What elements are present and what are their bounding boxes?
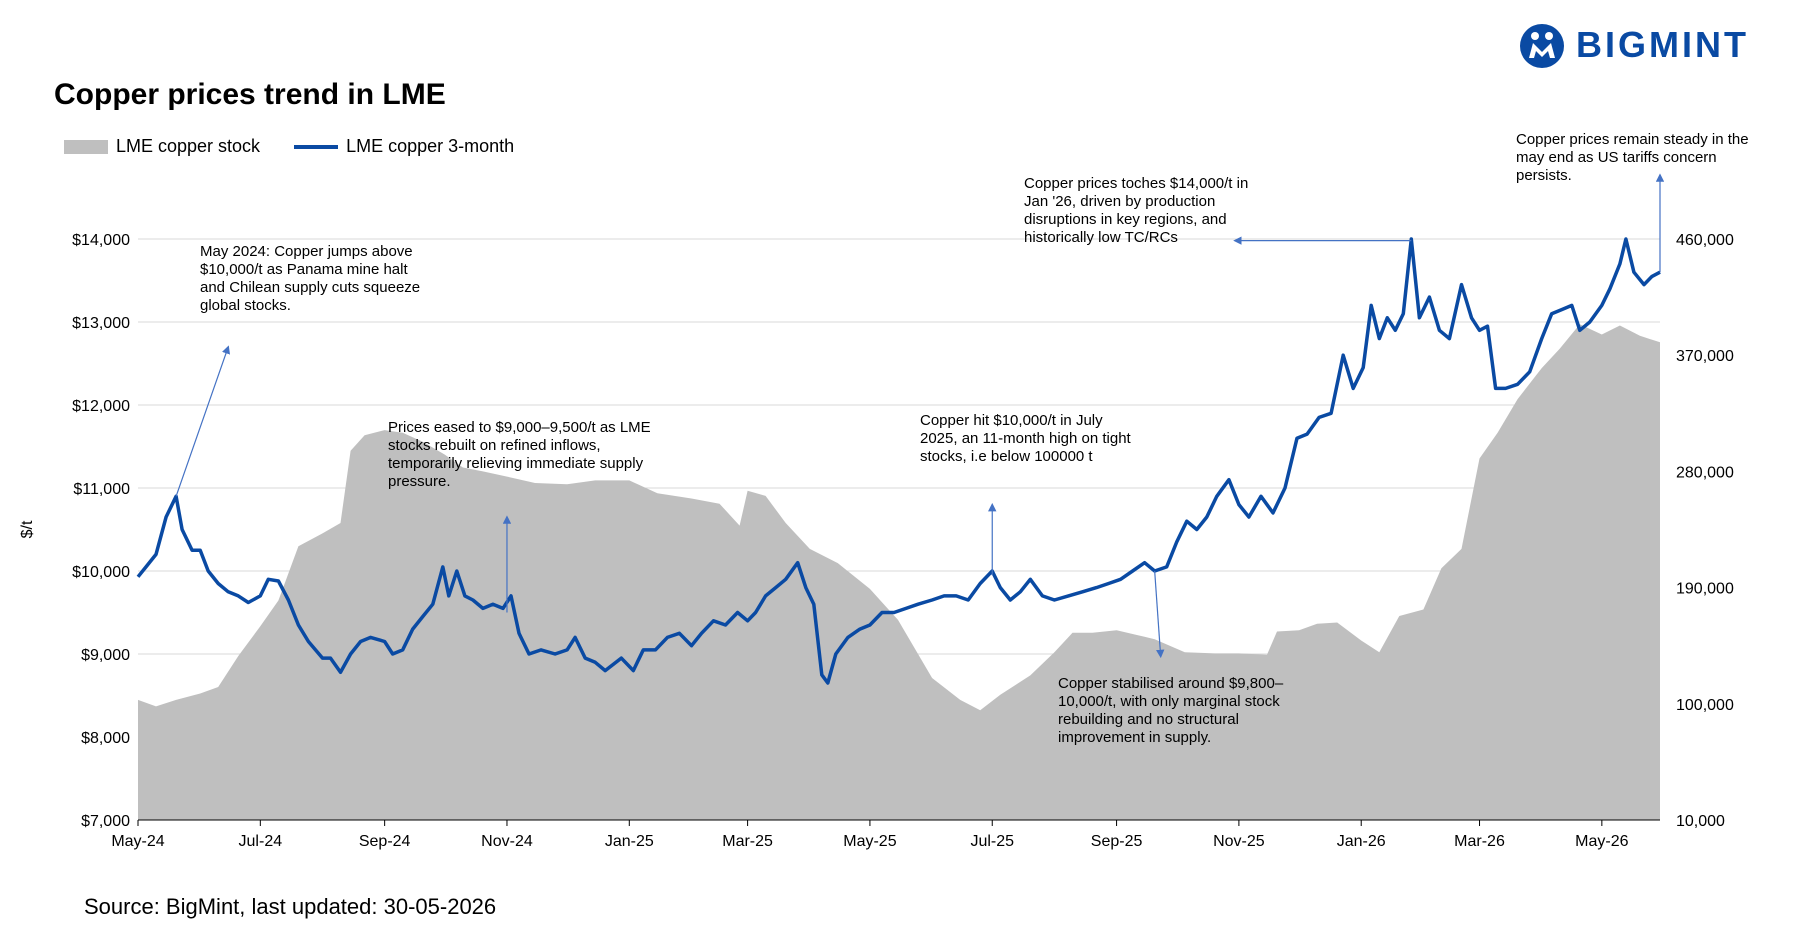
annotation-line: 2025, an 11-month high on tight bbox=[920, 430, 1132, 447]
y-right-tick-label: 190,000 bbox=[1676, 581, 1734, 598]
y-left-tick-label: $13,000 bbox=[72, 315, 130, 332]
annotation-line: stocks, i.e below 100000 t bbox=[920, 448, 1093, 465]
annotation-line: $10,000/t as Panama mine halt bbox=[200, 261, 408, 278]
x-tick-label: Jul-25 bbox=[970, 833, 1014, 850]
x-tick-label: May-25 bbox=[843, 833, 896, 850]
annotation-line: Copper stabilised around $9,800– bbox=[1058, 675, 1284, 692]
annotation-line: Prices eased to $9,000–9,500/t as LME bbox=[388, 419, 651, 436]
y-right-tick-label: 100,000 bbox=[1676, 697, 1734, 714]
x-tick-label: Mar-26 bbox=[1454, 833, 1505, 850]
y-right-tick-label: 280,000 bbox=[1676, 464, 1734, 481]
legend-swatch-area bbox=[64, 139, 108, 154]
annotation-line: and Chilean supply cuts squeeze bbox=[200, 279, 420, 296]
annotation-text: Copper stabilised around $9,800– 10,000/t… bbox=[1058, 675, 1284, 746]
chart-legend: LME copper stock LME copper 3-month bbox=[64, 136, 548, 157]
legend-label-stock: LME copper stock bbox=[116, 136, 261, 156]
annotation-line: May 2024: Copper jumps above bbox=[200, 243, 413, 260]
x-tick-label: May-24 bbox=[111, 833, 164, 850]
annotation-text: Copper prices remain steady in the may en… bbox=[1516, 131, 1749, 184]
y-left-tick-label: $10,000 bbox=[72, 564, 130, 581]
x-tick-label: Mar-25 bbox=[722, 833, 773, 850]
annotation-line: 10,000/t, with only marginal stock bbox=[1058, 693, 1280, 710]
legend-item-stock: LME copper stock bbox=[64, 136, 260, 157]
x-tick-label: Nov-24 bbox=[481, 833, 533, 850]
legend-swatch-line bbox=[294, 144, 339, 149]
y-left-tick-label: $8,000 bbox=[81, 730, 130, 747]
y-right-tick-label: 370,000 bbox=[1676, 348, 1734, 365]
annotation-line: Copper prices remain steady in the bbox=[1516, 131, 1749, 148]
annotation-line: rebuilding and no structural bbox=[1058, 711, 1239, 728]
y-left-tick-label: $11,000 bbox=[73, 481, 130, 498]
x-tick-label: Nov-25 bbox=[1213, 833, 1265, 850]
annotation-line: persists. bbox=[1516, 167, 1572, 184]
x-tick-label: Jul-24 bbox=[239, 833, 283, 850]
y-axis-label: $/t bbox=[19, 520, 36, 538]
y-left-tick-label: $7,000 bbox=[81, 813, 130, 830]
x-tick-label: Sep-25 bbox=[1091, 833, 1143, 850]
y-left-tick-label: $14,000 bbox=[72, 232, 130, 249]
chart-title: Copper prices trend in LME bbox=[54, 78, 446, 111]
annotation-line: may end as US tariffs concern bbox=[1516, 149, 1717, 166]
y-left-tick-label: $9,000 bbox=[81, 647, 130, 664]
x-tick-label: Sep-24 bbox=[359, 833, 411, 850]
source-note: Source: BigMint, last updated: 30-05-202… bbox=[84, 894, 497, 919]
annotation-line: Jan '26, driven by production bbox=[1024, 193, 1215, 210]
price-line-series bbox=[136, 237, 1661, 685]
annotation-line: stocks rebuilt on refined inflows, bbox=[388, 437, 601, 454]
stock-area-series bbox=[138, 324, 1660, 820]
bigmint-logo-icon bbox=[1520, 24, 1564, 68]
y-left-tick-label: $12,000 bbox=[72, 398, 130, 415]
brand-name: BIGMINT bbox=[1576, 24, 1749, 65]
annotation-line: pressure. bbox=[388, 473, 451, 490]
annotation-line: Copper prices toches $14,000/t in bbox=[1024, 175, 1248, 192]
annotation-text: Prices eased to $9,000–9,500/t as LME sto… bbox=[388, 419, 651, 490]
annotation-text: May 2024: Copper jumps above $10,000/t as… bbox=[200, 243, 420, 314]
annotation-arrow bbox=[1154, 570, 1165, 659]
annotation-text: Copper prices toches $14,000/t in Jan '26… bbox=[1024, 175, 1248, 246]
annotation-text: Copper hit $10,000/t in July 2025, an 11-… bbox=[920, 412, 1132, 465]
annotation-line: temporarily relieving immediate supply bbox=[388, 455, 644, 472]
x-tick-label: Jan-25 bbox=[605, 833, 654, 850]
x-tick-label: May-26 bbox=[1575, 833, 1628, 850]
y-right-tick-label: 10,000 bbox=[1676, 813, 1725, 830]
annotation-arrow bbox=[175, 345, 230, 497]
annotation-line: improvement in supply. bbox=[1058, 729, 1211, 746]
annotation-line: Copper hit $10,000/t in July bbox=[920, 412, 1103, 429]
legend-label-price: LME copper 3-month bbox=[346, 136, 515, 156]
x-tick-label: Jan-26 bbox=[1337, 833, 1386, 850]
y-right-tick-label: 460,000 bbox=[1676, 232, 1734, 249]
bigmint-logo: BIGMINT bbox=[1518, 10, 1788, 80]
legend-item-price: LME copper 3-month bbox=[294, 136, 514, 157]
annotation-line: global stocks. bbox=[200, 297, 291, 314]
annotation-line: historically low TC/RCs bbox=[1024, 229, 1178, 246]
annotation-line: disruptions in key regions, and bbox=[1024, 211, 1227, 228]
